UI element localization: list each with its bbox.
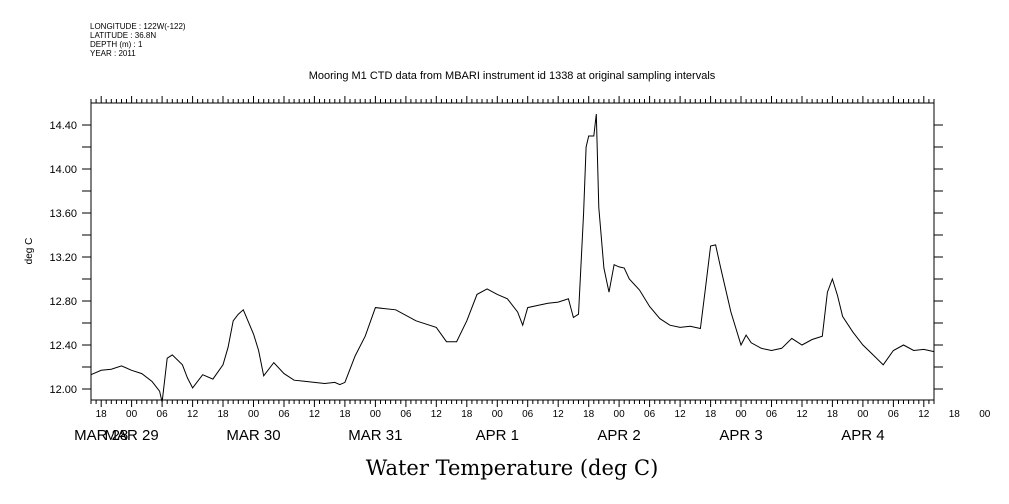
x-hour-label: 00	[614, 409, 626, 420]
x-hour-label: 12	[309, 409, 321, 420]
axis-ticks	[82, 96, 943, 407]
x-day-label: APR 4	[841, 427, 884, 444]
x-hour-label: 18	[705, 409, 717, 420]
x-day-label: MAR 31	[348, 427, 402, 444]
meta-depth: DEPTH (m) : 1	[90, 40, 143, 49]
x-hour-label: 00	[979, 409, 991, 420]
y-tick-label: 12.80	[49, 296, 77, 308]
x-hour-label: 12	[431, 409, 443, 420]
x-hour-label: 06	[157, 409, 169, 420]
plot-frame	[90, 102, 935, 401]
y-tick-label: 14.00	[49, 164, 77, 176]
x-hour-label: 06	[888, 409, 900, 420]
y-tick-label: 14.40	[49, 120, 77, 132]
meta-block: LONGITUDE : 122W(-122) LATITUDE : 36.8N …	[90, 22, 186, 58]
x-hour-label: 00	[492, 409, 504, 420]
series-line-temperature	[90, 113, 935, 403]
x-hour-label: 12	[796, 409, 808, 420]
x-hour-label: 06	[522, 409, 534, 420]
x-day-label: MAR 28	[74, 427, 128, 444]
x-day-label: APR 3	[719, 427, 762, 444]
x-hour-label: 12	[187, 409, 199, 420]
x-hour-label: 06	[644, 409, 656, 420]
y-axis-label: deg C	[24, 238, 35, 265]
x-day-label: MAR 30	[226, 427, 280, 444]
y-tick-label: 12.40	[49, 340, 77, 352]
x-hour-label: 12	[553, 409, 565, 420]
x-day-label: APR 2	[597, 427, 640, 444]
x-tick-labels: 18 00 06 12 18 00 06 12 18 00 06 12 18 00 06 12 18 00 06 12…	[96, 409, 991, 420]
meta-longitude: LONGITUDE : 122W(-122)	[90, 22, 186, 31]
x-hour-label: 12	[675, 409, 687, 420]
x-hour-label: 06	[400, 409, 412, 420]
x-axis-label: Water Temperature (deg C)	[366, 456, 659, 480]
y-tick-labels: 12.00 12.40 12.80 13.20 13.60 14.00 14.40	[49, 120, 77, 396]
x-hour-label: 18	[461, 409, 473, 420]
x-hour-label: 00	[126, 409, 138, 420]
x-hour-label: 18	[827, 409, 839, 420]
x-hour-label: 18	[339, 409, 351, 420]
x-day-label: APR 1	[476, 427, 519, 444]
x-hour-label: 00	[857, 409, 869, 420]
x-day-label: MAR 29	[105, 427, 159, 444]
x-hour-label: 00	[248, 409, 260, 420]
y-tick-label: 13.20	[49, 252, 77, 264]
x-hour-label: 06	[766, 409, 778, 420]
x-hour-label: 18	[217, 409, 229, 420]
meta-year: YEAR : 2011	[90, 49, 136, 58]
x-hour-label: 00	[370, 409, 382, 420]
x-hour-label: 18	[96, 409, 108, 420]
meta-latitude: LATITUDE : 36.8N	[90, 31, 156, 40]
x-hour-label: 18	[949, 409, 961, 420]
x-hour-label: 18	[583, 409, 595, 420]
y-tick-label: 12.00	[49, 384, 77, 396]
x-hour-label: 12	[918, 409, 930, 420]
x-hour-label: 06	[278, 409, 290, 420]
chart-title: Mooring M1 CTD data from MBARI instrumen…	[309, 70, 716, 82]
y-tick-label: 13.60	[49, 208, 77, 220]
x-hour-label: 00	[735, 409, 747, 420]
